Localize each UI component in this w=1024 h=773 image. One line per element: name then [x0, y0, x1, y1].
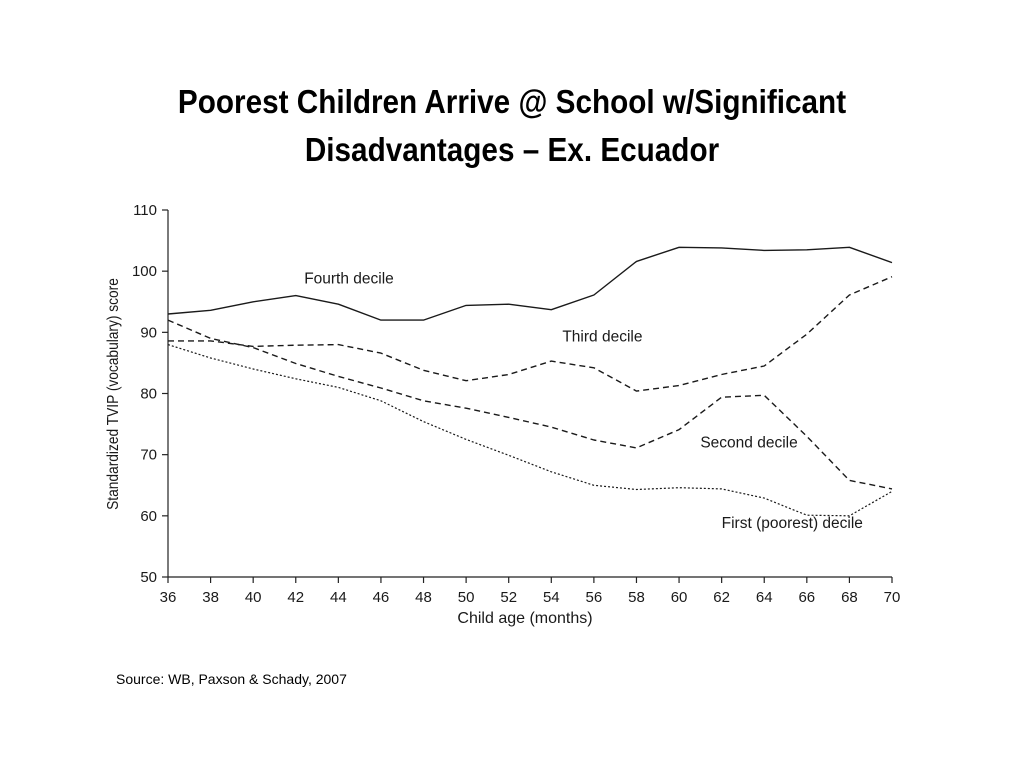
series-label: First (poorest) decile	[722, 515, 863, 532]
x-tick-label: 42	[287, 589, 304, 606]
series-line	[167, 344, 893, 517]
x-axis-title: Child age (months)	[457, 610, 592, 627]
series-label: Second decile	[700, 434, 797, 451]
series-line	[167, 246, 893, 321]
x-tick-label: 46	[373, 589, 390, 606]
y-axis-title: Standardized TVIP (vocabulary) score	[104, 278, 122, 510]
y-tick-label: 50	[140, 569, 157, 586]
x-tick-label: 48	[415, 589, 432, 606]
x-tick-label: 66	[798, 589, 815, 606]
y-tick-label: 60	[140, 508, 157, 525]
x-tick-label: 70	[884, 589, 901, 606]
y-tick-label: 100	[132, 263, 157, 280]
series-line	[168, 276, 893, 392]
series-lines	[167, 246, 893, 517]
y-tick-label: 90	[140, 324, 157, 341]
y-tick-label: 70	[140, 447, 157, 464]
x-tick-label: 62	[713, 589, 730, 606]
x-tick-label: 36	[160, 589, 177, 606]
series-labels: Fourth decile Third decile Second decile Fi…	[304, 270, 863, 532]
x-tick-label: 56	[586, 589, 603, 606]
x-tick-label: 40	[245, 589, 262, 606]
x-tick-label: 68	[841, 589, 858, 606]
x-tick-label: 54	[543, 589, 560, 606]
x-tick-label: 50	[458, 589, 475, 606]
series-line	[167, 319, 893, 490]
x-tick-label: 52	[500, 589, 517, 606]
y-axis-ticks: 50 60 70 80 90 100 110	[132, 202, 168, 586]
x-axis-ticks: 36 38 40 42 44 46 48 50 52 54 56 58 60 62 64 66 68 70	[160, 577, 901, 606]
x-tick-label: 60	[671, 589, 688, 606]
series-label: Fourth decile	[304, 270, 394, 287]
x-tick-label: 38	[202, 589, 219, 606]
slide-title-line-2: Disadvantages – Ex. Ecuador	[304, 131, 720, 168]
x-tick-label: 58	[628, 589, 645, 606]
y-tick-label: 80	[140, 386, 157, 403]
series-label: Third decile	[562, 329, 642, 346]
slide-title-line-1: Poorest Children Arrive @ School w/Signi…	[177, 83, 847, 120]
x-tick-label: 64	[756, 589, 773, 606]
slide-title: Poorest Children Arrive @ School w/Signi…	[105, 78, 919, 174]
source-note: Source: WB, Paxson & Schady, 2007	[116, 671, 347, 687]
y-tick-label: 110	[133, 202, 157, 219]
x-tick-label: 44	[330, 589, 347, 606]
